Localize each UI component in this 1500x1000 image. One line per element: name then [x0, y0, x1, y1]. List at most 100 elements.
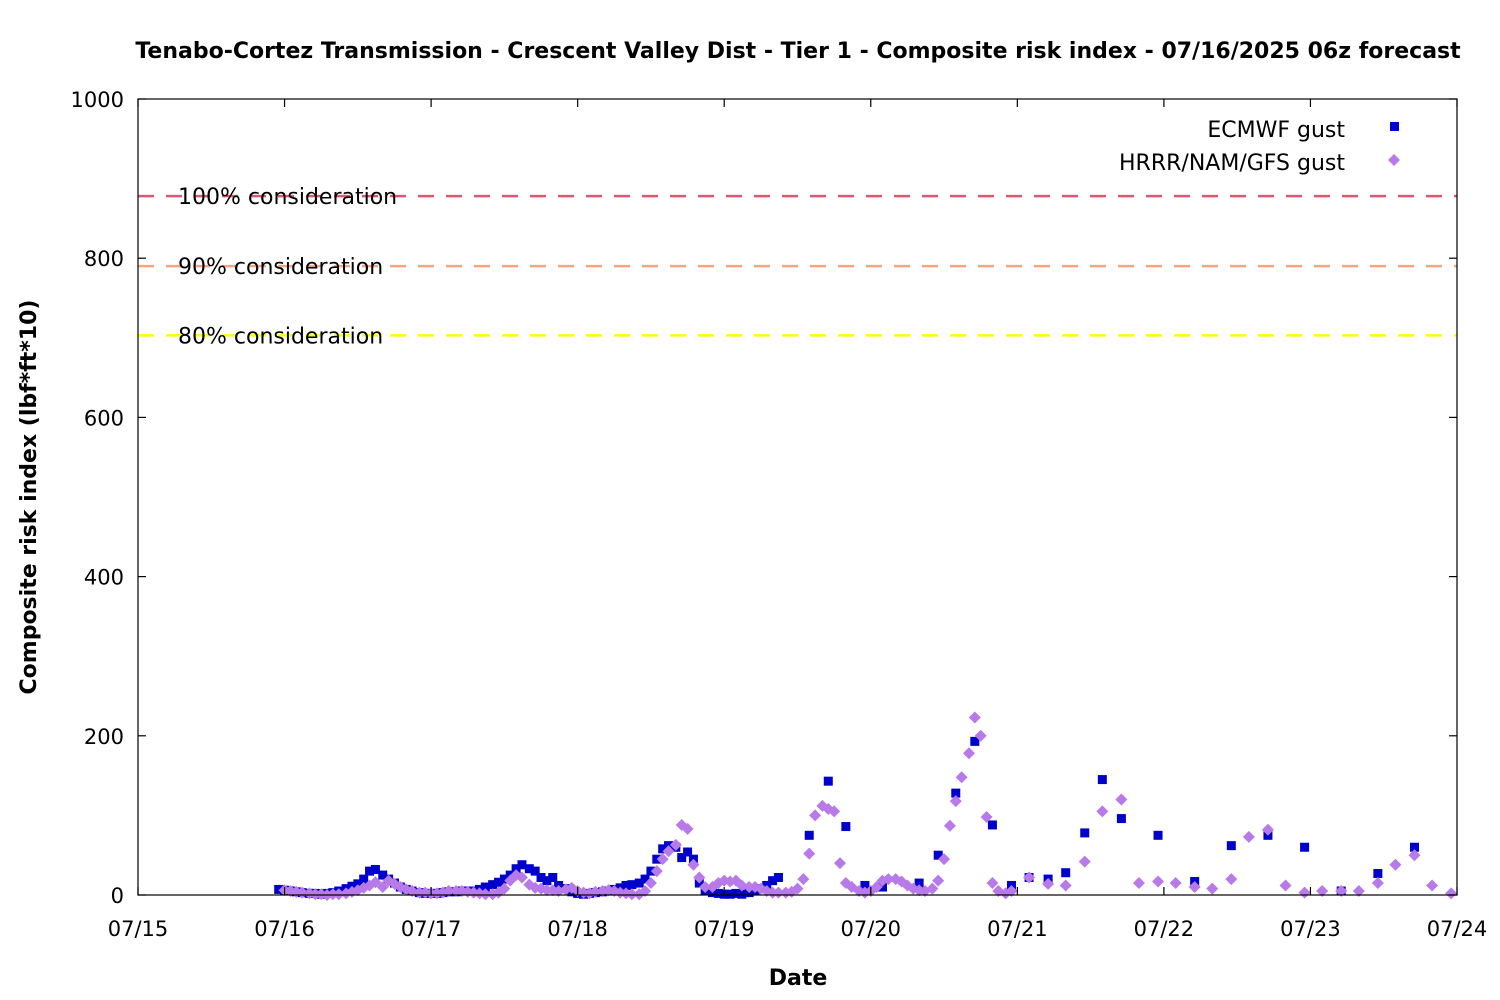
data-point-hrrr	[926, 882, 939, 895]
data-point-hrrr	[662, 845, 675, 858]
data-point-hrrr	[870, 881, 883, 894]
legend-marker-hrrr	[1388, 154, 1400, 166]
data-point-ecmwf	[658, 844, 668, 854]
data-point-hrrr	[1261, 823, 1274, 836]
data-point-ecmwf	[548, 872, 558, 882]
data-point-ecmwf	[353, 879, 363, 889]
y-tick-label: 400	[84, 566, 124, 590]
data-point-hrrr	[1078, 855, 1091, 868]
data-point-ecmwf	[773, 872, 783, 882]
y-tick-label: 200	[84, 725, 124, 749]
data-point-ecmwf	[970, 736, 980, 746]
x-tick-label: 07/21	[987, 917, 1048, 941]
data-point-hrrr	[498, 882, 511, 895]
data-point-hrrr	[1152, 875, 1165, 888]
data-point-hrrr	[1206, 882, 1219, 895]
data-point-ecmwf	[494, 877, 504, 887]
data-point-ecmwf	[737, 889, 747, 899]
y-axis-ticks: 0 200 400 600 800 1000	[71, 88, 1457, 908]
data-point-ecmwf	[768, 876, 778, 886]
data-point-hrrr	[791, 882, 804, 895]
data-point-hrrr	[479, 888, 492, 901]
data-point-ecmwf	[488, 880, 498, 890]
data-point-ecmwf	[370, 865, 380, 875]
data-point-hrrr	[376, 881, 389, 894]
data-point-hrrr	[296, 886, 309, 899]
data-point-hrrr	[442, 885, 455, 898]
data-point-ecmwf	[860, 880, 870, 890]
data-point-ecmwf	[627, 880, 637, 890]
legend-label-hrrr: HRRR/NAM/GFS gust	[1119, 151, 1345, 176]
data-point-hrrr	[1132, 877, 1145, 890]
data-point-hrrr	[656, 853, 669, 866]
data-point-hrrr	[687, 858, 700, 871]
data-point-hrrr	[639, 885, 652, 898]
data-point-hrrr	[1279, 879, 1292, 892]
chart-title: Tenabo-Cortez Transmission - Crescent Va…	[135, 39, 1461, 64]
data-point-hrrr	[797, 873, 810, 886]
data-point-ecmwf	[542, 876, 552, 886]
data-point-ecmwf	[274, 884, 284, 894]
data-point-ecmwf	[677, 853, 687, 863]
threshold-lines	[138, 194, 1457, 337]
data-point-hrrr	[693, 871, 706, 884]
data-point-hrrr	[986, 877, 999, 890]
data-point-hrrr	[1242, 830, 1255, 843]
series-hrrr-nam-gfs-gust	[278, 711, 1458, 901]
data-point-hrrr	[515, 871, 528, 884]
data-point-hrrr	[1023, 871, 1036, 884]
data-point-hrrr	[938, 853, 951, 866]
data-point-ecmwf	[1080, 828, 1090, 838]
data-point-hrrr	[1445, 887, 1458, 900]
x-tick-label: 07/20	[841, 917, 902, 941]
y-tick-label: 800	[84, 247, 124, 271]
data-point-hrrr	[932, 874, 945, 887]
threshold-label: 100% consideration	[178, 185, 397, 210]
data-point-ecmwf	[640, 874, 650, 884]
data-point-ecmwf	[731, 888, 741, 898]
legend-label-ecmwf: ECMWF gust	[1207, 118, 1345, 143]
data-point-hrrr	[1426, 879, 1439, 892]
data-point-hrrr	[1225, 873, 1238, 886]
data-point-hrrr	[625, 888, 638, 901]
data-point-ecmwf	[1116, 814, 1126, 824]
data-point-hrrr	[1005, 885, 1018, 898]
data-point-hrrr	[1042, 877, 1055, 890]
x-tick-label: 07/18	[547, 917, 608, 941]
data-point-hrrr	[1059, 879, 1072, 892]
data-point-ecmwf	[823, 776, 833, 786]
data-point-hrrr	[1371, 877, 1384, 890]
data-point-ecmwf	[987, 820, 997, 830]
data-point-hrrr	[699, 881, 712, 894]
data-point-hrrr	[669, 838, 682, 851]
x-tick-label: 07/17	[401, 917, 462, 941]
data-point-ecmwf	[725, 889, 735, 899]
data-point-ecmwf	[621, 880, 631, 890]
data-point-ecmwf	[1300, 842, 1310, 852]
data-point-hrrr	[772, 886, 785, 899]
threshold-label: 90% consideration	[178, 255, 383, 280]
data-point-hrrr	[1352, 885, 1365, 898]
data-point-hrrr	[681, 822, 694, 835]
data-point-hrrr	[1115, 793, 1128, 806]
x-axis-label: Date	[769, 966, 828, 991]
data-point-ecmwf	[511, 864, 521, 874]
data-point-ecmwf	[1061, 868, 1071, 878]
data-point-hrrr	[943, 819, 956, 832]
data-point-ecmwf	[480, 882, 490, 892]
data-point-ecmwf	[804, 830, 814, 840]
plot-frame	[137, 98, 1458, 896]
legend: ECMWF gust HRRR/NAM/GFS gust	[1119, 118, 1400, 176]
data-point-ecmwf	[1097, 775, 1107, 785]
y-tick-label: 0	[111, 884, 124, 908]
series-ecmwf-gust	[274, 736, 1419, 899]
data-point-ecmwf	[1153, 830, 1163, 840]
data-point-hrrr	[980, 810, 993, 823]
data-point-ecmwf	[1226, 841, 1236, 851]
data-point-ecmwf	[530, 866, 540, 876]
data-point-hrrr	[1316, 885, 1329, 898]
data-point-ecmwf	[951, 788, 961, 798]
data-point-ecmwf	[524, 864, 534, 874]
x-tick-label: 07/16	[254, 917, 315, 941]
